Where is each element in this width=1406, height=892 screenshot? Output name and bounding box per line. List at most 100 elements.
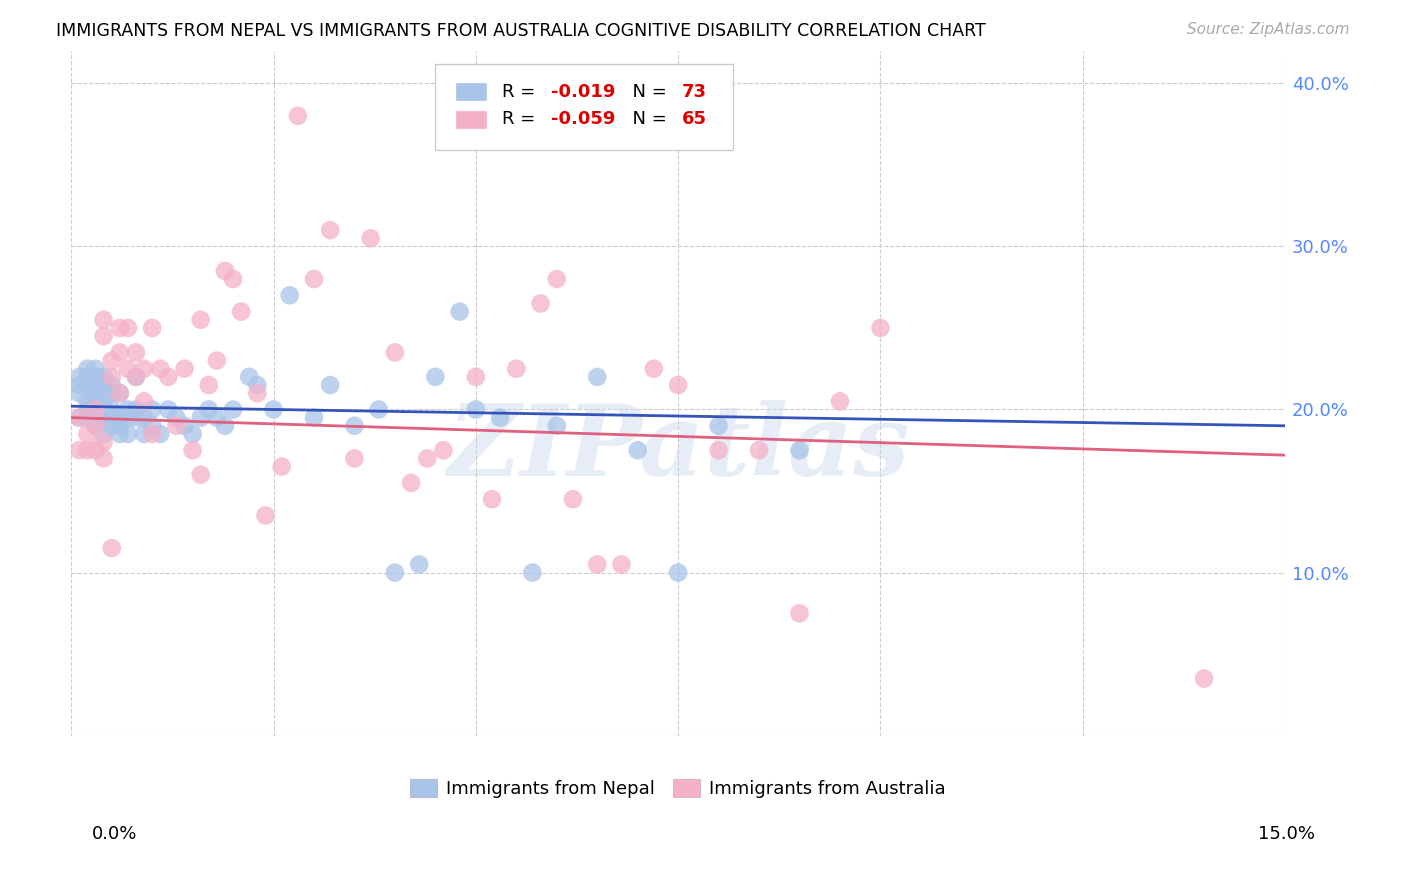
Point xyxy=(100,386,122,401)
Point xyxy=(586,370,609,384)
Point xyxy=(319,378,342,392)
Point xyxy=(67,410,90,425)
Point xyxy=(100,402,122,417)
Point xyxy=(67,410,90,425)
FancyBboxPatch shape xyxy=(436,64,733,150)
Legend: Immigrants from Nepal, Immigrants from Australia: Immigrants from Nepal, Immigrants from A… xyxy=(404,772,953,805)
Point xyxy=(302,272,325,286)
Point xyxy=(141,418,163,433)
Point xyxy=(627,443,650,458)
Point xyxy=(84,402,107,417)
Point xyxy=(181,426,204,441)
Point xyxy=(117,410,139,425)
Point xyxy=(67,443,90,458)
Text: 0.0%: 0.0% xyxy=(91,825,136,843)
Point xyxy=(263,402,285,417)
Text: N =: N = xyxy=(621,111,672,128)
Point xyxy=(165,418,187,433)
Point xyxy=(343,418,366,433)
Point xyxy=(173,361,195,376)
Point xyxy=(84,402,107,417)
Point xyxy=(108,386,131,401)
Text: Source: ZipAtlas.com: Source: ZipAtlas.com xyxy=(1187,22,1350,37)
Point xyxy=(489,410,512,425)
Point xyxy=(360,231,382,245)
Point xyxy=(108,410,131,425)
Point xyxy=(84,361,107,376)
Point xyxy=(141,402,163,417)
Point xyxy=(214,418,236,433)
Point xyxy=(93,402,115,417)
Point xyxy=(84,386,107,401)
Point xyxy=(546,418,568,433)
Point xyxy=(67,378,90,392)
Point xyxy=(76,426,98,441)
Point xyxy=(586,558,609,572)
Point xyxy=(425,370,447,384)
Point xyxy=(125,410,148,425)
Point xyxy=(343,451,366,466)
Point xyxy=(367,402,389,417)
Point xyxy=(84,378,107,392)
Point xyxy=(67,386,90,401)
Point xyxy=(384,566,406,580)
Point xyxy=(165,410,187,425)
Point xyxy=(100,418,122,433)
Point xyxy=(869,321,891,335)
Point xyxy=(93,313,115,327)
Point xyxy=(610,558,633,572)
Text: 65: 65 xyxy=(682,111,707,128)
Point xyxy=(748,443,770,458)
Point xyxy=(76,370,98,384)
Point xyxy=(231,304,253,318)
Point xyxy=(108,386,131,401)
Point xyxy=(141,321,163,335)
Point xyxy=(287,109,309,123)
Point xyxy=(125,345,148,359)
Point xyxy=(132,394,155,409)
Point xyxy=(828,394,851,409)
Point xyxy=(84,370,107,384)
Point xyxy=(76,361,98,376)
Point xyxy=(666,378,689,392)
Point xyxy=(529,296,551,310)
Point xyxy=(76,378,98,392)
Point xyxy=(707,418,730,433)
Point xyxy=(222,272,245,286)
Point xyxy=(117,402,139,417)
Point xyxy=(108,345,131,359)
Point xyxy=(149,361,172,376)
Point xyxy=(93,435,115,450)
Point xyxy=(789,607,811,621)
Point xyxy=(149,426,172,441)
Point xyxy=(125,370,148,384)
Point xyxy=(117,361,139,376)
Point xyxy=(238,370,260,384)
Point xyxy=(481,492,503,507)
Point xyxy=(93,394,115,409)
Point xyxy=(132,410,155,425)
Point xyxy=(93,426,115,441)
Point xyxy=(93,378,115,392)
Point xyxy=(76,443,98,458)
Point xyxy=(125,402,148,417)
Point xyxy=(93,329,115,343)
Point xyxy=(198,378,221,392)
Point xyxy=(561,492,583,507)
Point xyxy=(270,459,292,474)
Text: ZIPatlas: ZIPatlas xyxy=(447,400,910,496)
Text: -0.019: -0.019 xyxy=(551,83,614,101)
Point xyxy=(108,418,131,433)
Point xyxy=(100,353,122,368)
Point xyxy=(108,321,131,335)
Point xyxy=(117,321,139,335)
Point xyxy=(198,402,221,417)
Point xyxy=(173,418,195,433)
Point xyxy=(399,475,422,490)
Point xyxy=(76,410,98,425)
Point xyxy=(464,402,486,417)
Point xyxy=(84,394,107,409)
Point xyxy=(522,566,544,580)
Point xyxy=(84,443,107,458)
Point xyxy=(93,370,115,384)
